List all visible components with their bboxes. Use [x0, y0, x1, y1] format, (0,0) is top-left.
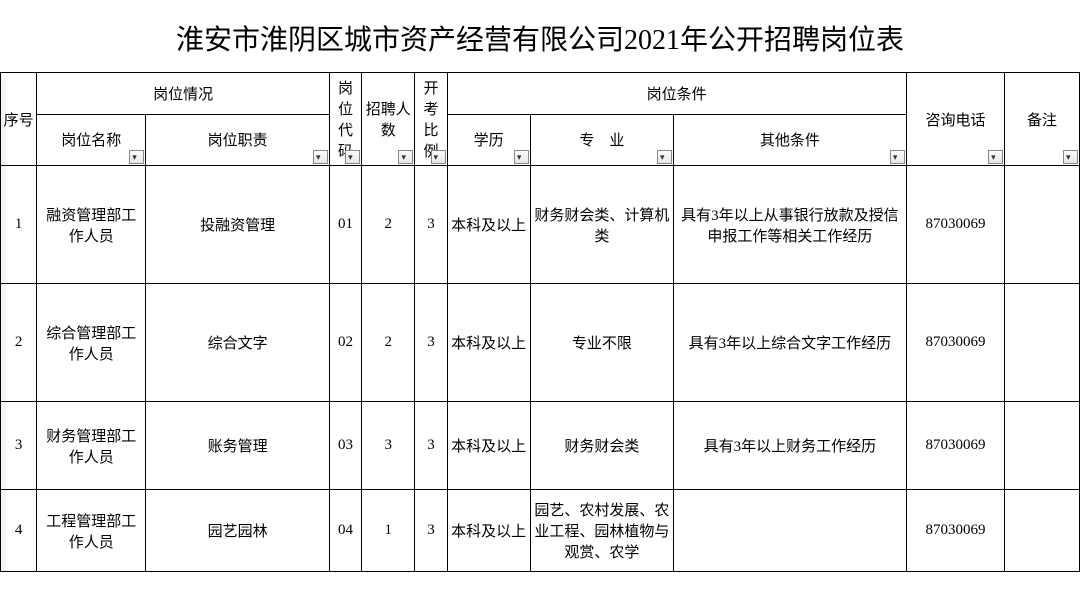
cell-major: 财务财会类、计算机类	[530, 166, 673, 284]
col-education[interactable]: 学历	[447, 114, 530, 165]
cell-note	[1005, 402, 1080, 490]
col-requirement-group: 岗位条件	[447, 73, 906, 115]
cell-note	[1005, 166, 1080, 284]
cell-other	[673, 490, 906, 572]
col-phone[interactable]: 咨询电话	[906, 73, 1004, 166]
cell-duty: 账务管理	[146, 402, 330, 490]
filter-icon[interactable]	[431, 150, 446, 164]
cell-edu: 本科及以上	[447, 284, 530, 402]
cell-duty: 投融资管理	[146, 166, 330, 284]
col-position-group: 岗位情况	[37, 73, 330, 115]
col-seq: 序号	[1, 73, 37, 166]
cell-seq: 4	[1, 490, 37, 572]
cell-seq: 3	[1, 402, 37, 490]
col-position-name[interactable]: 岗位名称	[37, 114, 146, 165]
cell-edu: 本科及以上	[447, 166, 530, 284]
cell-edu: 本科及以上	[447, 402, 530, 490]
table-row: 3 财务管理部工作人员 账务管理 03 3 3 本科及以上 财务财会类 具有3年…	[1, 402, 1080, 490]
filter-icon[interactable]	[657, 150, 672, 164]
filter-icon[interactable]	[313, 150, 328, 164]
col-recruit-num[interactable]: 招聘人数	[362, 73, 415, 166]
cell-seq: 2	[1, 284, 37, 402]
cell-major: 园艺、农村发展、农业工程、园林植物与观赏、农学	[530, 490, 673, 572]
cell-other: 具有3年以上综合文字工作经历	[673, 284, 906, 402]
table-row: 2 综合管理部工作人员 综合文字 02 2 3 本科及以上 专业不限 具有3年以…	[1, 284, 1080, 402]
page-title: 淮安市淮阴区城市资产经营有限公司2021年公开招聘岗位表	[0, 0, 1080, 72]
cell-major: 专业不限	[530, 284, 673, 402]
cell-code: 03	[330, 402, 362, 490]
cell-duty: 综合文字	[146, 284, 330, 402]
cell-num: 3	[362, 402, 415, 490]
cell-phone: 87030069	[906, 284, 1004, 402]
filter-icon[interactable]	[514, 150, 529, 164]
cell-num: 1	[362, 490, 415, 572]
filter-icon[interactable]	[345, 150, 360, 164]
cell-name: 财务管理部工作人员	[37, 402, 146, 490]
cell-ratio: 3	[415, 284, 447, 402]
table-row: 1 融资管理部工作人员 投融资管理 01 2 3 本科及以上 财务财会类、计算机…	[1, 166, 1080, 284]
cell-seq: 1	[1, 166, 37, 284]
table-row: 4 工程管理部工作人员 园艺园林 04 1 3 本科及以上 园艺、农村发展、农业…	[1, 490, 1080, 572]
filter-icon[interactable]	[988, 150, 1003, 164]
filter-icon[interactable]	[398, 150, 413, 164]
cell-name: 工程管理部工作人员	[37, 490, 146, 572]
cell-other: 具有3年以上财务工作经历	[673, 402, 906, 490]
cell-num: 2	[362, 166, 415, 284]
filter-icon[interactable]	[129, 150, 144, 164]
col-position-duty[interactable]: 岗位职责	[146, 114, 330, 165]
recruitment-table: 序号 岗位情况 岗位代码 招聘人数 开考比例 岗位条件 咨询电话 备注 岗位名称…	[0, 72, 1080, 572]
cell-ratio: 3	[415, 402, 447, 490]
cell-note	[1005, 490, 1080, 572]
filter-icon[interactable]	[1063, 150, 1078, 164]
col-major[interactable]: 专 业	[530, 114, 673, 165]
col-code[interactable]: 岗位代码	[330, 73, 362, 166]
cell-code: 04	[330, 490, 362, 572]
cell-ratio: 3	[415, 490, 447, 572]
cell-name: 综合管理部工作人员	[37, 284, 146, 402]
col-note[interactable]: 备注	[1005, 73, 1080, 166]
cell-major: 财务财会类	[530, 402, 673, 490]
cell-num: 2	[362, 284, 415, 402]
cell-phone: 87030069	[906, 402, 1004, 490]
cell-edu: 本科及以上	[447, 490, 530, 572]
cell-phone: 87030069	[906, 490, 1004, 572]
cell-ratio: 3	[415, 166, 447, 284]
cell-note	[1005, 284, 1080, 402]
col-exam-ratio[interactable]: 开考比例	[415, 73, 447, 166]
cell-code: 02	[330, 284, 362, 402]
cell-duty: 园艺园林	[146, 490, 330, 572]
cell-name: 融资管理部工作人员	[37, 166, 146, 284]
cell-other: 具有3年以上从事银行放款及授信申报工作等相关工作经历	[673, 166, 906, 284]
col-other[interactable]: 其他条件	[673, 114, 906, 165]
cell-code: 01	[330, 166, 362, 284]
cell-phone: 87030069	[906, 166, 1004, 284]
filter-icon[interactable]	[890, 150, 905, 164]
